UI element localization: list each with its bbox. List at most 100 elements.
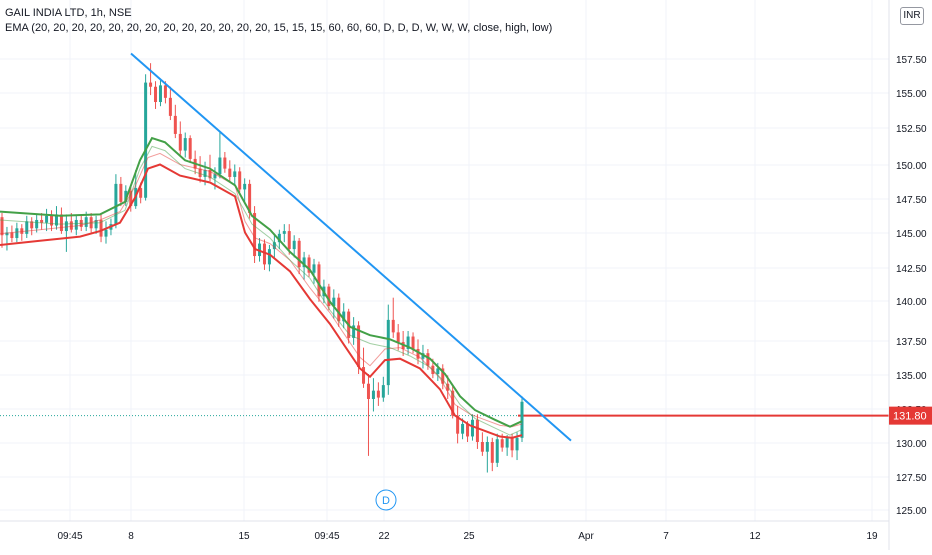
time-tick-label: 09:45 — [314, 531, 339, 542]
candle-body — [441, 368, 445, 384]
candle-body — [158, 85, 162, 103]
candle-body — [208, 170, 212, 179]
time-tick-label: 22 — [378, 531, 390, 542]
candle-body — [287, 231, 291, 250]
price-tick-label: 140.00 — [896, 297, 927, 308]
ema-fast-red — [0, 152, 523, 428]
candle-body — [129, 190, 133, 207]
dividend-marker-label: D — [382, 495, 390, 507]
candle-body — [173, 115, 177, 134]
price-tick-label: 130.00 — [896, 439, 927, 450]
candle-body — [248, 183, 252, 214]
candle-body — [421, 353, 425, 359]
time-tick-label: 25 — [463, 531, 475, 542]
candle-body — [282, 231, 286, 234]
candle-body — [366, 383, 370, 399]
indicator-title[interactable]: EMA (20, 20, 20, 20, 20, 20, 20, 20, 20,… — [5, 22, 553, 34]
candle-body — [371, 390, 375, 399]
candle-body — [188, 138, 192, 159]
candle-body — [426, 353, 430, 366]
time-tick-label: 19 — [866, 531, 878, 542]
candle-body — [10, 232, 14, 239]
last-price-label: 131.80 — [889, 406, 932, 425]
candle-body — [396, 332, 400, 343]
candle-body — [332, 297, 336, 307]
price-tick-label: 147.50 — [896, 195, 927, 206]
candle-body — [253, 213, 257, 257]
candle-body — [94, 219, 98, 229]
ema-green — [0, 136, 523, 428]
candle-body — [490, 442, 494, 463]
candle-body — [416, 349, 420, 359]
candle-body — [114, 183, 118, 225]
candle-body — [267, 249, 271, 265]
ema-red — [0, 163, 523, 439]
candle-body — [297, 240, 301, 268]
time-axis[interactable]: 09:45 8 15 09:45 22 25 Apr 7 12 19 — [57, 531, 878, 542]
time-tick-label: 12 — [749, 531, 761, 542]
candle-body — [510, 437, 514, 451]
candle-body — [15, 228, 19, 239]
candle-body — [203, 170, 207, 177]
candle-body — [327, 286, 331, 307]
candle-body — [25, 221, 29, 234]
candle-body — [45, 215, 49, 223]
candle-body — [154, 86, 158, 103]
candle-body — [168, 97, 172, 116]
price-tick-label: 125.00 — [896, 506, 927, 517]
symbol-title[interactable]: GAIL INDIA LTD, 1h, NSE — [5, 7, 132, 19]
price-tick-label: 150.00 — [896, 161, 927, 172]
candle-body — [213, 174, 217, 179]
candle-body — [485, 442, 489, 452]
candle-body — [124, 190, 128, 202]
candle-body — [480, 442, 484, 452]
candle-body — [357, 325, 361, 368]
candle-body — [233, 171, 237, 177]
candle-body — [119, 183, 123, 202]
candle-body — [163, 85, 167, 98]
candle-body — [381, 385, 385, 398]
price-tick-label: 127.50 — [896, 473, 927, 484]
price-tick-label: 155.00 — [896, 89, 927, 100]
time-tick-label: 15 — [238, 531, 250, 542]
time-tick-label: Apr — [578, 531, 594, 542]
candle-body — [238, 171, 242, 190]
candle-body — [50, 215, 54, 226]
dividend-marker[interactable]: D — [375, 489, 397, 511]
candle-body — [302, 257, 306, 268]
candle-body — [40, 219, 44, 223]
candle-body — [505, 437, 509, 448]
candle-body — [218, 157, 222, 175]
candle-body — [292, 240, 296, 250]
candle-body — [104, 229, 108, 237]
candle-body — [30, 221, 34, 229]
candle-body — [451, 390, 455, 416]
currency-badge[interactable]: INR — [900, 7, 924, 25]
trendline-layer[interactable] — [130, 52, 572, 442]
candle-body — [149, 82, 153, 87]
candle-body — [74, 219, 78, 230]
downtrend-line[interactable] — [130, 52, 572, 442]
candle-body — [223, 157, 227, 169]
candle-body — [64, 221, 68, 232]
price-tick-label: 145.00 — [896, 229, 927, 240]
candle-body — [59, 214, 63, 232]
candle-body — [411, 336, 415, 350]
price-tick-label: 135.00 — [896, 371, 927, 382]
candle-body — [272, 242, 276, 250]
candle-body — [376, 390, 380, 398]
candle-body — [470, 419, 474, 437]
candle-body — [144, 82, 148, 198]
time-tick-label: 8 — [128, 531, 134, 542]
price-axis[interactable]: 125.00127.50130.00132.50135.00137.50140.… — [896, 55, 927, 517]
candle-body — [515, 437, 519, 451]
candle-body — [456, 415, 460, 434]
candle-body — [312, 264, 316, 273]
last-price-value: 131.80 — [893, 411, 927, 423]
candle-body — [178, 133, 182, 151]
candle-body — [500, 439, 504, 448]
price-tick-label: 152.50 — [896, 124, 927, 135]
candle-body — [337, 297, 341, 322]
